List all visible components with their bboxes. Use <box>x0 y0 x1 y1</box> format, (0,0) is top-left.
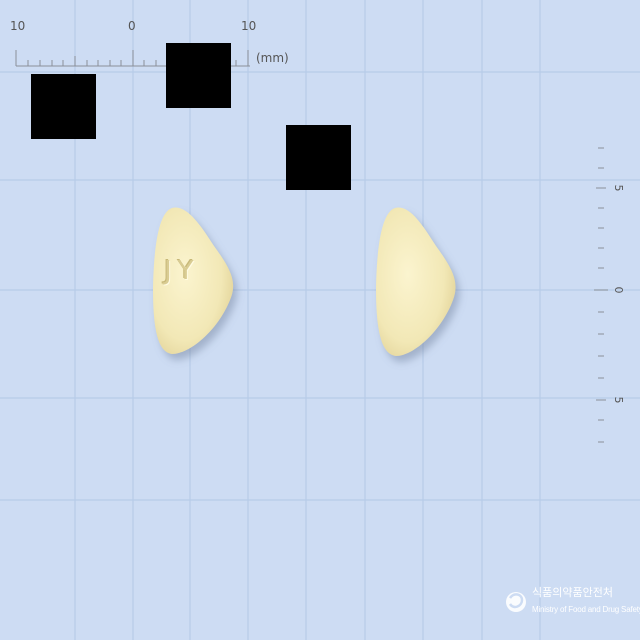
tablet-back <box>376 207 456 356</box>
redaction-box <box>166 43 231 108</box>
logo-korean-text: 식품의약품안전처 <box>532 586 613 599</box>
ruler-unit: (mm) <box>256 51 289 65</box>
side-ruler <box>594 147 608 443</box>
ruler-label-left: 10 <box>10 19 26 33</box>
logo-english-text: Ministry of Food and Drug Safety <box>532 605 640 614</box>
ruler-label-zero: 0 <box>128 19 136 33</box>
tablet-front <box>153 207 234 354</box>
ruler-label-right: 10 <box>241 19 257 33</box>
redaction-box <box>286 125 351 190</box>
side-label-bottom: 5 <box>612 396 625 404</box>
redaction-box <box>31 74 96 139</box>
tablet-imprint: JY <box>164 256 200 286</box>
mfds-emblem-icon <box>506 592 526 612</box>
side-label-zero: 0 <box>612 286 625 294</box>
side-label-top: 5 <box>612 184 625 192</box>
